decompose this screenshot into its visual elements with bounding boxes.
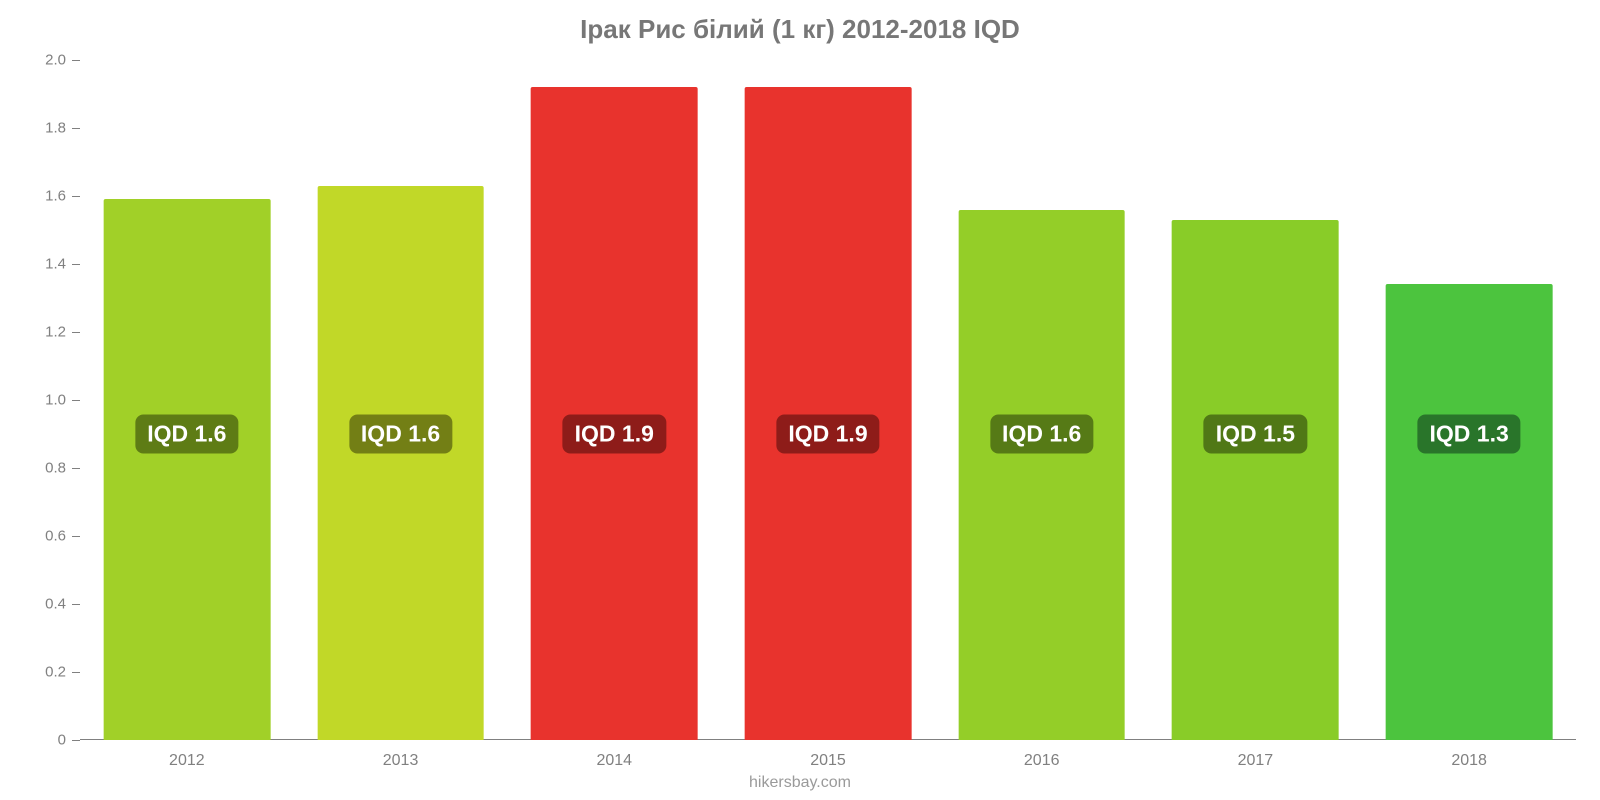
x-axis-category-label: 2016 [1024, 752, 1060, 770]
chart-title: Ірак Рис білий (1 кг) 2012-2018 IQD [0, 14, 1600, 45]
y-axis-tick-mark [72, 468, 80, 469]
bar [1172, 220, 1339, 740]
y-axis-tick-mark [72, 604, 80, 605]
y-axis-tick-mark [72, 264, 80, 265]
bar-value-label: IQD 1.6 [990, 415, 1093, 454]
y-axis-tick-label: 0.8 [45, 460, 66, 477]
bar-value-label: IQD 1.3 [1417, 415, 1520, 454]
bar-value-label: IQD 1.9 [776, 415, 879, 454]
y-axis-tick-mark [72, 196, 80, 197]
bar-slot: IQD 1.62013 [294, 60, 508, 740]
bar-value-label: IQD 1.6 [135, 415, 238, 454]
bar [1386, 284, 1553, 740]
y-axis-tick-label: 1.2 [45, 324, 66, 341]
bar-slot: IQD 1.62012 [80, 60, 294, 740]
y-axis-tick-mark [72, 672, 80, 673]
x-axis-category-label: 2015 [810, 752, 846, 770]
chart-footer: hikersbay.com [0, 774, 1600, 792]
y-axis-tick-label: 1.4 [45, 256, 66, 273]
bar-slot: IQD 1.32018 [1362, 60, 1576, 740]
y-axis-tick-label: 0.2 [45, 664, 66, 681]
bar-value-label: IQD 1.6 [349, 415, 452, 454]
y-axis-tick-mark [72, 60, 80, 61]
bar-slot: IQD 1.92015 [721, 60, 935, 740]
price-bar-chart: Ірак Рис білий (1 кг) 2012-2018 IQD 00.2… [0, 0, 1600, 800]
x-axis-category-label: 2018 [1451, 752, 1487, 770]
bar [958, 210, 1125, 740]
y-axis-tick-label: 1.0 [45, 392, 66, 409]
y-axis-tick-label: 1.8 [45, 120, 66, 137]
bar-slot: IQD 1.62016 [935, 60, 1149, 740]
bar-value-label: IQD 1.9 [563, 415, 666, 454]
bar [104, 199, 271, 740]
y-axis-tick-label: 1.6 [45, 188, 66, 205]
bar-slot: IQD 1.52017 [1149, 60, 1363, 740]
y-axis-tick-mark [72, 128, 80, 129]
bar-value-label: IQD 1.5 [1204, 415, 1307, 454]
y-axis-tick-label: 0.6 [45, 528, 66, 545]
x-axis-category-label: 2012 [169, 752, 205, 770]
plot-area: 00.20.40.60.81.01.21.41.61.82.0IQD 1.620… [80, 60, 1576, 740]
y-axis-tick-label: 0.4 [45, 596, 66, 613]
bar-slot: IQD 1.92014 [507, 60, 721, 740]
y-axis-tick-mark [72, 536, 80, 537]
y-axis-tick-mark [72, 332, 80, 333]
y-axis-tick-mark [72, 400, 80, 401]
y-axis-tick-label: 0 [58, 732, 66, 749]
x-axis-category-label: 2017 [1238, 752, 1274, 770]
x-axis-category-label: 2013 [383, 752, 419, 770]
y-axis-tick-label: 2.0 [45, 52, 66, 69]
y-axis-tick-mark [72, 740, 80, 741]
bar [317, 186, 484, 740]
x-axis-category-label: 2014 [596, 752, 632, 770]
